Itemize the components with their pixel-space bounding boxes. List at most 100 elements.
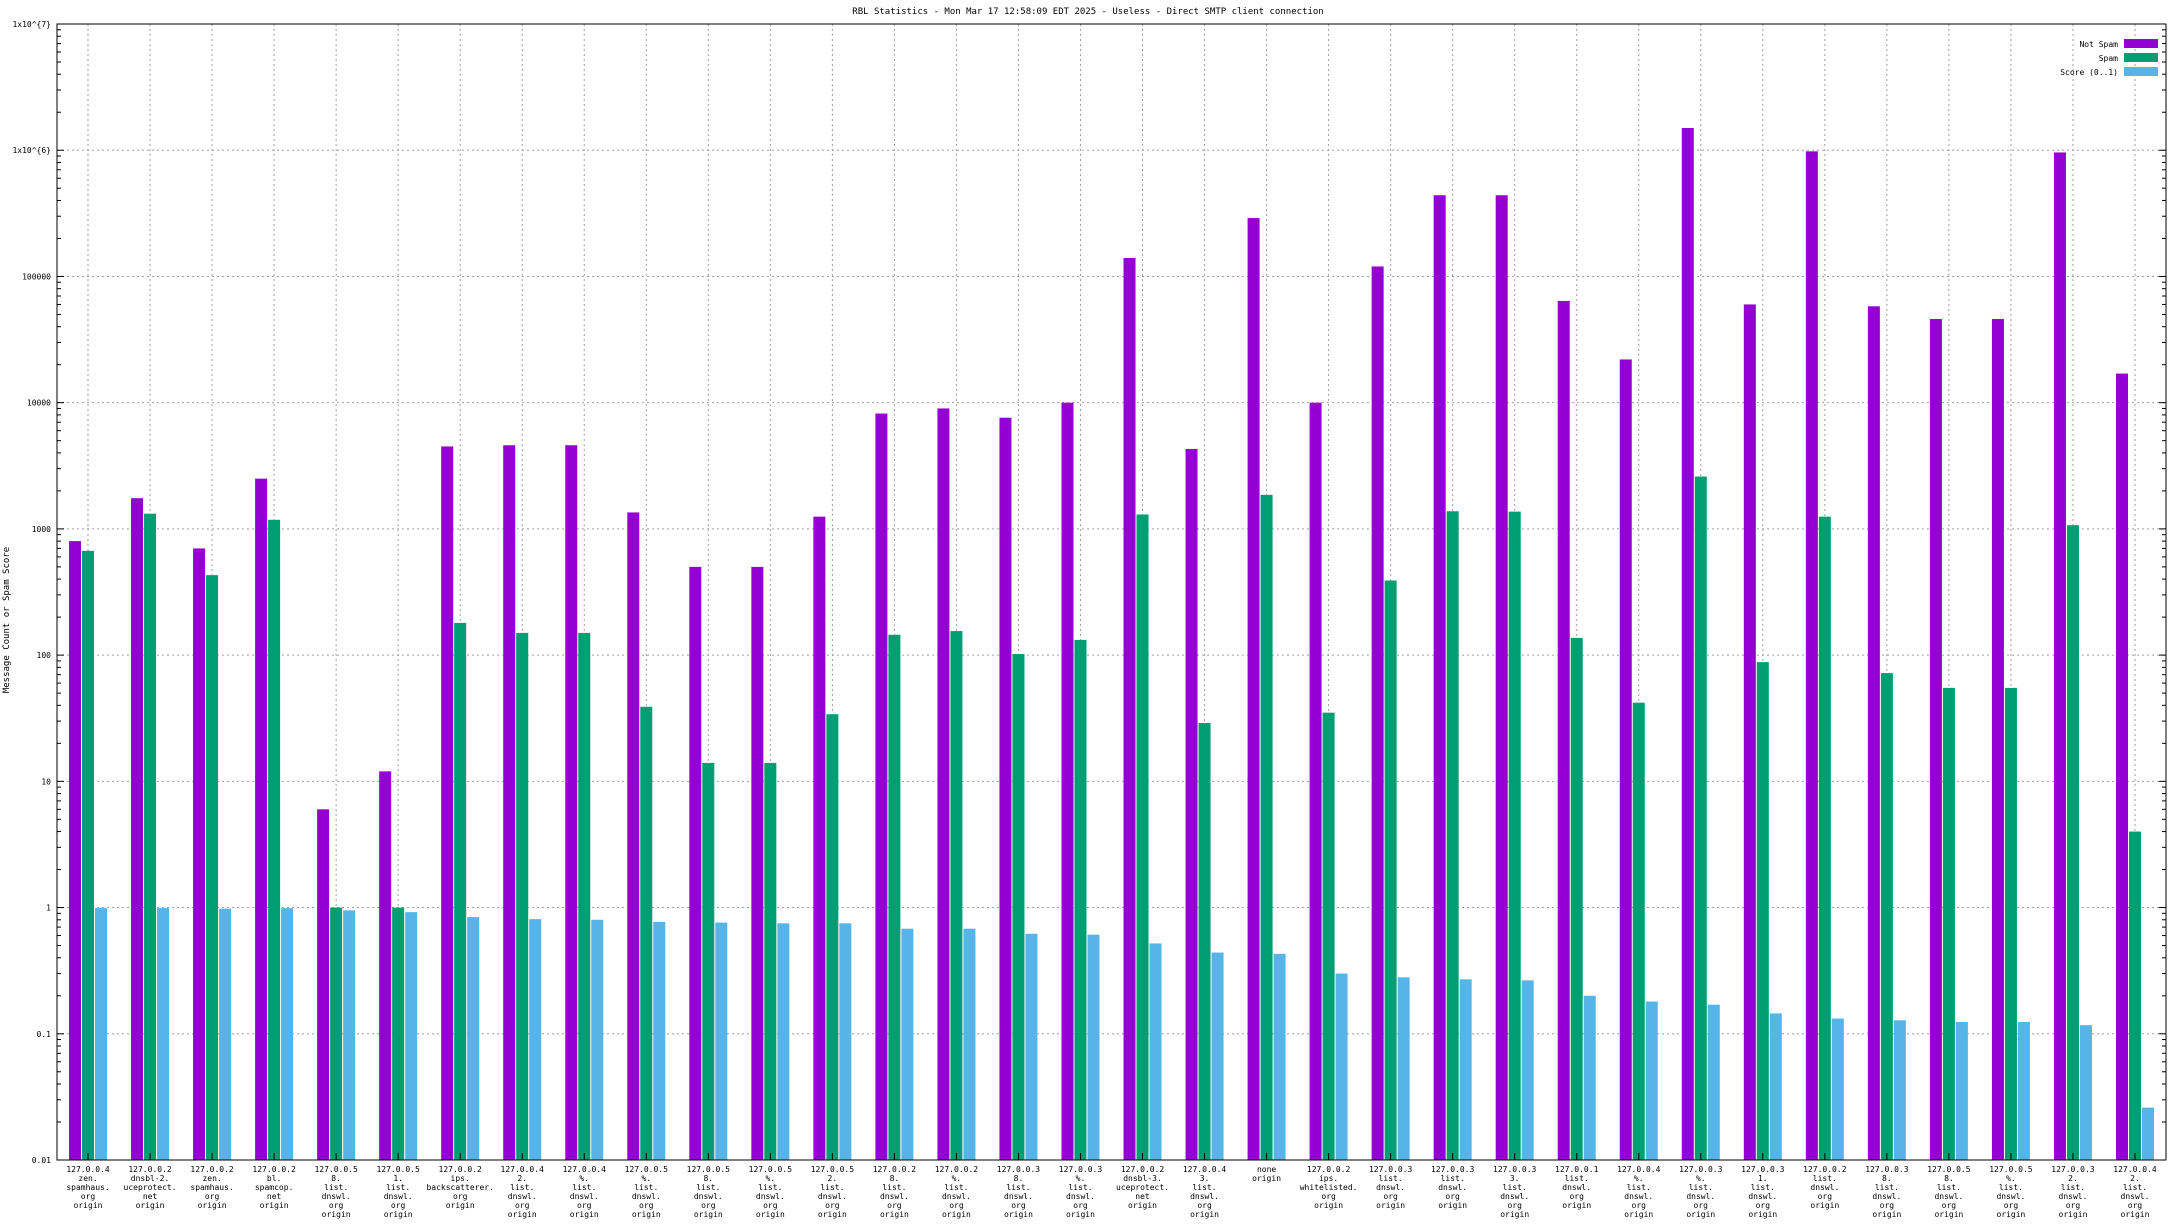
- x-tick-label-line: org: [1507, 1201, 1522, 1210]
- bar-score-0-1: [591, 919, 604, 1160]
- x-tick-label-line: spamhaus.: [66, 1183, 109, 1192]
- bar-not-spam: [1309, 402, 1322, 1161]
- plot-border: [56, 23, 2167, 1161]
- y-tick-label: 0.1: [37, 1030, 52, 1039]
- x-tick-label-line: zen.: [78, 1174, 97, 1183]
- y-tick-label: 100000: [22, 272, 51, 281]
- x-tick-label-line: org: [1569, 1192, 1584, 1201]
- x-tick-label-line: 127.0.0.2: [128, 1165, 172, 1174]
- bar-spam: [1384, 580, 1397, 1160]
- bar-score-0-1: [839, 923, 852, 1160]
- x-tick-label-line: net: [267, 1192, 282, 1201]
- x-tick-label: 127.0.0.2 dnsbl-2. uceprotect. net origin: [124, 1165, 177, 1210]
- x-tick-label: 127.0.0.3 8. list. dnswl. org origin: [997, 1165, 1041, 1219]
- x-tick-label-line: list.: [1751, 1183, 1775, 1192]
- x-tick-label-line: 127.0.0.2: [439, 1165, 483, 1174]
- x-tick-label: 127.0.0.1 list. dnswl. org origin: [1555, 1165, 1599, 1210]
- bar-spam: [1074, 639, 1087, 1160]
- x-tick-label: 127.0.0.5 8. list. dnswl. org origin: [687, 1165, 731, 1219]
- bar-score-0-1: [343, 910, 356, 1160]
- bar-score-0-1: [2141, 1107, 2154, 1160]
- x-tick-label-line: 127.0.0.3: [1369, 1165, 1413, 1174]
- x-tick-label-line: 8.: [703, 1174, 713, 1183]
- x-tick-label-line: dnswl.: [1004, 1192, 1033, 1201]
- bar-spam: [578, 632, 591, 1160]
- x-tick-label-line: 3.: [1200, 1174, 1210, 1183]
- plot-frame: [56, 23, 2167, 1161]
- bar-not-spam: [1743, 304, 1756, 1161]
- x-tick-label-line: 127.0.0.5: [687, 1165, 731, 1174]
- bar-spam: [1446, 511, 1459, 1160]
- grid-lines: [57, 23, 2166, 1161]
- x-tick-label-line: origin: [942, 1210, 971, 1219]
- x-tick-label-line: org: [1880, 1201, 1895, 1210]
- bar-not-spam: [255, 478, 268, 1160]
- x-tick-label-line: org: [1073, 1201, 1088, 1210]
- x-tick-label-line: origin: [1066, 1210, 1095, 1219]
- x-tick-label: 127.0.0.5 1. list. dnswl. org origin: [376, 1165, 420, 1219]
- bar-not-spam: [379, 771, 392, 1160]
- legend-swatch: [2124, 67, 2158, 76]
- bar-score-0-1: [467, 917, 480, 1160]
- x-tick-label-line: org: [81, 1192, 96, 1201]
- x-tick-label-line: origin: [2121, 1210, 2150, 1219]
- x-tick-label-line: org: [515, 1201, 530, 1210]
- x-tick-label-line: 1.: [393, 1174, 403, 1183]
- bar-spam: [2004, 687, 2017, 1160]
- bar-spam: [206, 575, 219, 1160]
- x-tick-label: 127.0.0.5%. list. dnswl. org origin: [749, 1165, 793, 1219]
- x-tick-label-line: origin: [508, 1210, 537, 1219]
- x-tick-label-line: origin: [1748, 1210, 1777, 1219]
- x-tick-label-line: dnswl.: [632, 1192, 661, 1201]
- bar-not-spam: [937, 408, 950, 1161]
- x-tick-label: 127.0.0.4 zen. spamhaus. org origin: [66, 1165, 110, 1210]
- x-tick-label-line: ips.: [1319, 1174, 1338, 1183]
- x-tick-label-line: origin: [1438, 1201, 1467, 1210]
- x-tick-label-line: uceprotect.: [1116, 1183, 1169, 1192]
- x-tick-label-line: org: [825, 1201, 840, 1210]
- x-tick-label-line: list.: [820, 1183, 844, 1192]
- x-tick-label-line: 127.0.0.3: [1865, 1165, 1909, 1174]
- legend: Not Spam Spam Score (0..1): [2060, 39, 2158, 77]
- x-tick-label: 127.0.0.4 2. list. dnswl. org origin: [501, 1165, 545, 1219]
- x-tick-label-line: 127.0.0.4: [66, 1165, 110, 1174]
- x-tick-label-line: origin: [1314, 1201, 1343, 1210]
- x-tick-label-line: list.: [1503, 1183, 1527, 1192]
- x-tick-label-line: origin: [1624, 1210, 1653, 1219]
- x-tick-label-line: origin: [1500, 1210, 1529, 1219]
- x-tick-label-line: list.: [1006, 1183, 1030, 1192]
- x-tick-label-line: list.: [1627, 1183, 1651, 1192]
- chart-title: RBL Statistics - Mon Mar 17 12:58:09 EDT…: [852, 7, 1323, 17]
- bar-not-spam: [2053, 152, 2066, 1161]
- x-tick-label-line: list.: [882, 1183, 906, 1192]
- bar-not-spam: [503, 445, 516, 1160]
- bar-not-spam: [1929, 319, 1942, 1160]
- x-tick-label-line: list.: [510, 1183, 534, 1192]
- x-tick-label-line: org: [1011, 1201, 1026, 1210]
- bar-not-spam: [627, 512, 640, 1160]
- x-tick-label-line: origin: [570, 1210, 599, 1219]
- bar-score-0-1: [1273, 953, 1286, 1160]
- y-tick-label: 1000: [32, 525, 51, 534]
- x-tick-label-line: 127.0.0.5: [1989, 1165, 2033, 1174]
- x-tick-label-line: list.: [324, 1183, 348, 1192]
- x-tick-label: 127.0.0.3 list. dnswl. org origin: [1431, 1165, 1475, 1210]
- bar-not-spam: [1557, 300, 1570, 1161]
- x-tick-label-line: org: [887, 1201, 902, 1210]
- x-tick-label-line: dnswl.: [2121, 1192, 2150, 1201]
- x-tick-label: 127.0.0.5 2. list. dnswl. org origin: [811, 1165, 855, 1219]
- x-tick-label-line: list.: [1937, 1183, 1961, 1192]
- bar-score-0-1: [157, 908, 170, 1160]
- bar-not-spam: [1061, 402, 1074, 1161]
- y-tick-label: 10: [41, 777, 51, 786]
- x-tick-label-line: 127.0.0.3: [997, 1165, 1041, 1174]
- x-tick-label-line: 127.0.0.5: [749, 1165, 793, 1174]
- bar-spam: [1818, 516, 1831, 1160]
- x-tick-label-line: org: [453, 1192, 468, 1201]
- x-tick-label-line: org: [577, 1201, 592, 1210]
- x-tick-label-line: spamhaus.: [190, 1183, 233, 1192]
- x-tick-label-line: 127.0.0.5: [811, 1165, 855, 1174]
- x-tick-label-line: org: [949, 1201, 964, 1210]
- bar-spam: [392, 907, 405, 1160]
- x-tick-label-line: dnswl.: [1686, 1192, 1715, 1201]
